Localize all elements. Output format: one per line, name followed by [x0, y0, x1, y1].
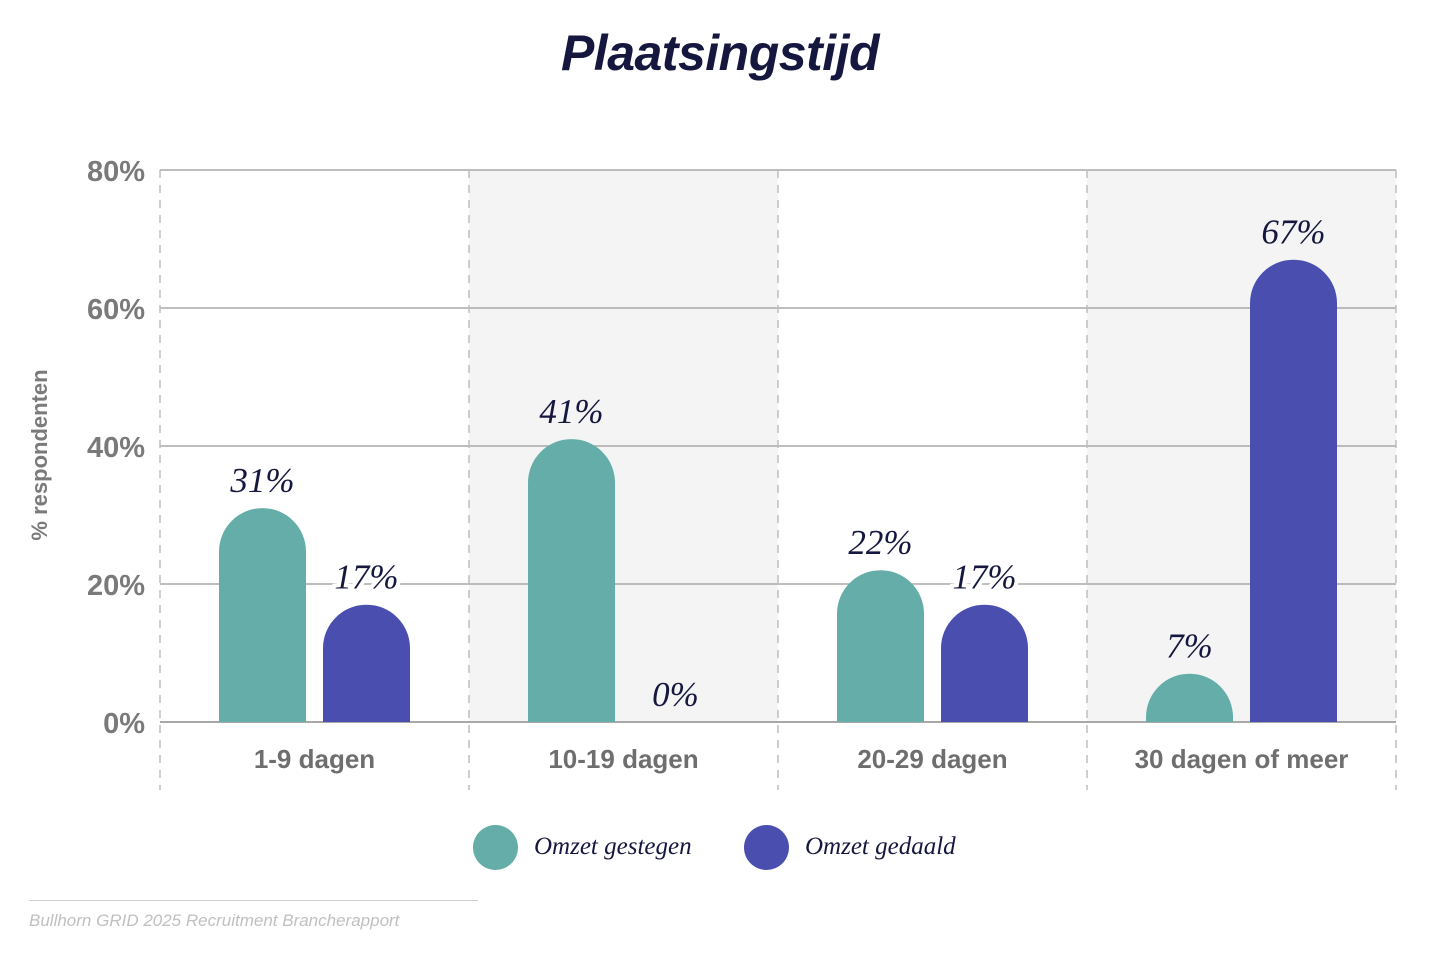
legend-label-omzet-gedaald: Omzet gedaald	[805, 833, 956, 860]
bar-omzet-gestegen-0	[219, 508, 306, 722]
bar-omzet-gedaald-3	[1250, 259, 1337, 722]
x-tick-label: 1-9 dagen	[254, 744, 375, 774]
source-divider	[29, 900, 478, 901]
y-axis-label: % respondenten	[27, 369, 52, 540]
legend-swatch-omzet-gestegen	[473, 824, 518, 870]
data-label: 17%	[952, 558, 1016, 597]
legend-item-omzet-gedaald: Omzet gedaald	[744, 820, 956, 874]
data-label: 67%	[1261, 213, 1325, 252]
data-label: 17%	[334, 558, 398, 597]
bar-omzet-gedaald-2	[941, 604, 1028, 722]
y-tick-label: 80%	[87, 156, 145, 188]
chart-title: Plaatsingstijd	[560, 25, 880, 81]
y-tick-label: 60%	[87, 294, 145, 326]
legend-item-omzet-gestegen: Omzet gestegen	[473, 820, 692, 874]
bar-omzet-gestegen-2	[837, 570, 924, 722]
bar-chart: 0% 20% 40% 60% 80% % respondenten 31% 17% 1-9 da…	[27, 156, 1397, 790]
legend: Omzet gestegen Omzet gedaald	[0, 820, 1440, 874]
data-label: 22%	[848, 523, 912, 562]
y-tick-label: 20%	[87, 570, 145, 602]
x-tick-label: 30 dagen of meer	[1135, 744, 1349, 774]
legend-swatch-omzet-gedaald	[744, 824, 789, 870]
data-label: 0%	[652, 675, 699, 714]
legend-label-omzet-gestegen: Omzet gestegen	[534, 833, 692, 860]
y-tick-label: 0%	[103, 708, 145, 740]
data-label: 41%	[539, 392, 603, 431]
source-note: Bullhorn GRID 2025 Recruitment Branchera…	[29, 911, 400, 930]
x-tick-label: 10-19 dagen	[548, 744, 698, 774]
bar-omzet-gestegen-1	[528, 439, 615, 722]
y-tick-label: 40%	[87, 432, 145, 464]
data-label: 7%	[1166, 627, 1213, 666]
data-label: 31%	[229, 461, 294, 500]
bar-omzet-gedaald-0	[323, 604, 410, 722]
bar-omzet-gestegen-3	[1146, 673, 1233, 722]
x-tick-label: 20-29 dagen	[857, 744, 1007, 774]
